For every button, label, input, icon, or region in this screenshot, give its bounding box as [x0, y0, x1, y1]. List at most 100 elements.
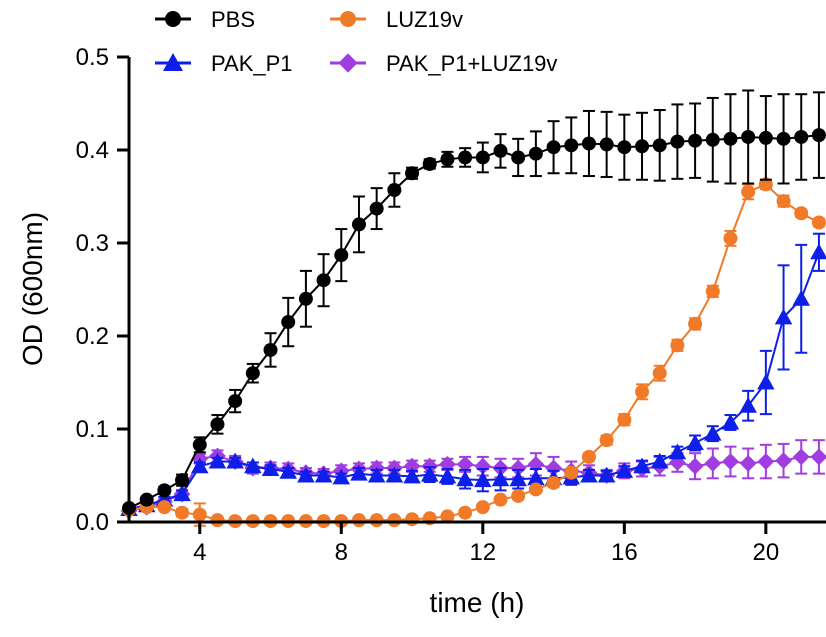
legend-marker: [163, 53, 183, 71]
data-point: [757, 373, 775, 390]
data-point: [226, 452, 244, 469]
data-point: [191, 457, 209, 474]
data-point: [652, 138, 667, 153]
legend-item: LUZ19v: [330, 7, 463, 32]
data-point: [387, 182, 402, 197]
data-point: [475, 150, 490, 165]
data-point: [775, 452, 792, 470]
data-point: [157, 483, 172, 498]
data-point: [438, 467, 457, 484]
data-point: [615, 462, 634, 478]
data-point: [403, 467, 421, 484]
data-point: [210, 417, 225, 432]
data-point: [686, 434, 704, 450]
data-point: [670, 338, 685, 353]
data-point: [721, 413, 740, 430]
data-point: [739, 455, 757, 472]
data-point: [528, 146, 543, 161]
data-point: [723, 131, 738, 146]
data-point: [688, 316, 703, 331]
data-point: [810, 243, 826, 260]
y-ticks: 0.0 0.1 0.2 0.3 0.4 0.5: [76, 44, 129, 536]
axes: [127, 57, 826, 524]
data-point: [617, 140, 632, 155]
legend-marker: [165, 11, 181, 27]
data-point: [314, 466, 333, 483]
data-point: [475, 500, 490, 515]
data-point: [210, 513, 225, 528]
data-point: [458, 150, 473, 165]
series-line: [128, 134, 820, 509]
data-point: [650, 452, 669, 469]
data-point: [157, 500, 172, 515]
data-point: [705, 284, 720, 299]
series-pak-p1: [120, 232, 826, 516]
data-point: [527, 469, 545, 486]
data-point: [810, 448, 826, 466]
data-point: [405, 512, 420, 527]
data-point: [776, 194, 791, 209]
data-point: [474, 457, 492, 475]
data-point: [440, 509, 455, 524]
data-point: [298, 291, 313, 306]
data-point: [387, 513, 402, 528]
data-point: [369, 513, 384, 528]
y-tick-label: 0.1: [76, 416, 109, 443]
data-point: [597, 466, 616, 483]
data-point: [546, 140, 561, 155]
data-point: [511, 150, 526, 165]
data-point: [491, 470, 510, 487]
data-point: [580, 466, 598, 483]
data-point: [528, 482, 543, 497]
data-point: [581, 136, 596, 151]
y-axis-title: OD (600nm): [17, 212, 48, 366]
data-point: [670, 134, 685, 149]
series-luz19v: [122, 177, 826, 529]
data-point: [139, 492, 154, 507]
data-point: [332, 468, 351, 485]
data-point: [440, 152, 455, 167]
y-tick-label: 0.3: [76, 230, 109, 257]
data-point: [350, 464, 368, 481]
data-point: [741, 129, 756, 144]
data-point: [245, 366, 260, 381]
legend-item: PBS: [155, 7, 255, 32]
data-point: [192, 507, 207, 522]
legend-marker: [340, 11, 356, 27]
data-point: [405, 166, 420, 181]
data-point: [723, 231, 738, 246]
data-point: [208, 452, 227, 469]
data-point: [458, 505, 473, 520]
y-tick-label: 0.5: [76, 44, 109, 71]
x-ticks: 4 8 12 16 20: [193, 522, 779, 566]
data-point: [704, 455, 722, 472]
x-tick-label: 4: [193, 539, 206, 566]
y-tick-label: 0.4: [76, 137, 109, 164]
data-point: [758, 130, 773, 145]
data-point: [367, 466, 386, 483]
data-point: [652, 366, 667, 381]
data-point: [774, 308, 793, 325]
legend-marker: [338, 53, 358, 73]
data-point: [599, 433, 614, 448]
x-axis-title: time (h): [430, 587, 525, 618]
data-point: [175, 473, 190, 488]
data-point: [456, 470, 474, 487]
data-point: [599, 137, 614, 152]
data-point: [261, 460, 280, 476]
data-point: [351, 513, 366, 528]
data-point: [739, 397, 757, 413]
x-tick-label: 16: [611, 539, 638, 566]
data-point: [633, 457, 651, 474]
data-point: [741, 184, 756, 199]
data-point: [474, 471, 492, 488]
series-layer: [120, 89, 826, 529]
data-point: [493, 143, 508, 158]
legend-label: LUZ19v: [386, 7, 463, 32]
series-pbs: [122, 89, 826, 516]
legend-label: PAK_P1+LUZ19v: [386, 51, 557, 76]
data-point: [316, 273, 331, 288]
data-point: [758, 177, 773, 192]
legend-item: PAK_P1+LUZ19v: [330, 51, 557, 76]
